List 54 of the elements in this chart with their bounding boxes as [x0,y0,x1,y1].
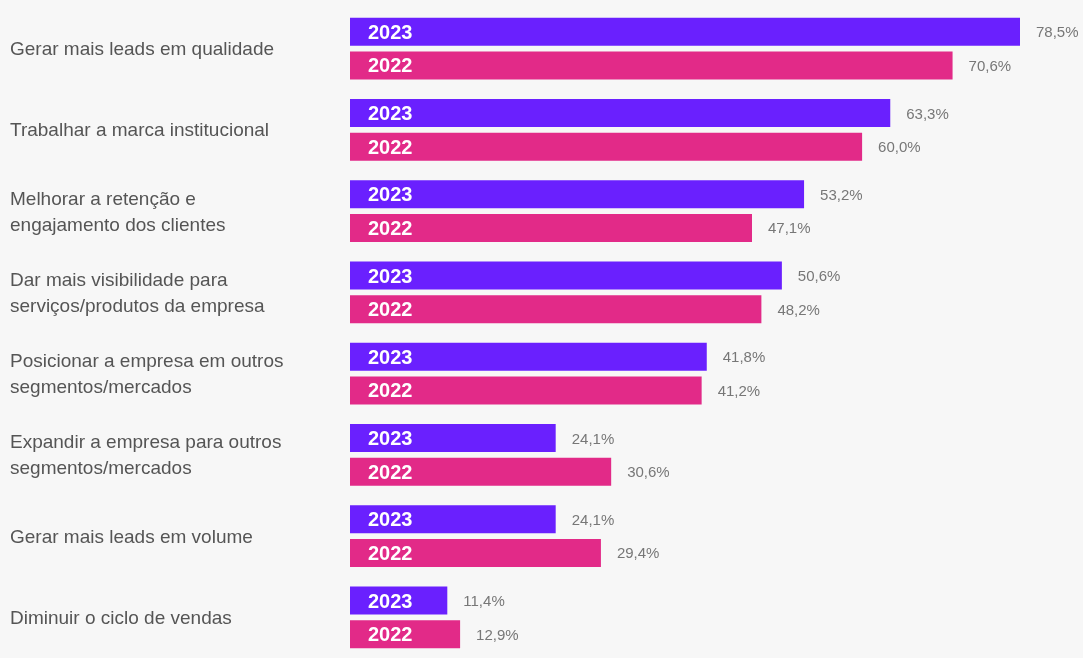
y-tick-label: Melhorar a retenção e engajamento dos clientes [10,187,226,235]
text: 2023 [368,102,413,125]
bar [350,132,863,161]
bar [350,213,752,242]
data-label: 41,2% [717,381,761,399]
data-label: 24,1% [571,510,615,528]
data-label: 48,2% [777,300,820,318]
y-tick-label: Posicionar a empresa em outros segmentos/mercados [10,350,289,398]
bar [350,505,556,534]
bar [350,424,556,453]
bar [350,457,612,486]
text: 2023 [368,20,413,43]
text: 2022 [368,379,413,402]
data-label: 29,4% [616,544,660,562]
bar [350,261,782,290]
data-label: 24,1% [571,429,615,447]
y-tick-label: Diminuir o ciclo de vendas [10,606,232,628]
bar [350,342,707,371]
text: 2023 [368,427,413,450]
text: 2022 [368,460,413,483]
series-label: 2022 [368,298,413,321]
y-tick-label: Gerar mais leads em volume [10,525,253,547]
data-label: 12,9% [476,625,519,643]
y-tick-label: Trabalhar a marca institucional [10,119,270,141]
bar [350,17,1020,46]
bar [350,180,805,209]
bar [350,295,762,324]
data-label: 78,5% [1036,23,1079,41]
data-label: 63,3% [906,104,949,122]
text: 2022 [368,135,413,158]
y-tick-label: Dar mais visibilidade para serviços/produtos da empresa [10,268,265,316]
y-tick-label: Gerar mais leads em qualidade [10,38,275,60]
text: 2022 [368,54,413,77]
data-label: 47,1% [768,219,811,237]
y-tick-label: Expandir a empresa para outros segmentos/mercados [10,431,287,479]
data-label: 30,6% [627,463,670,481]
data-label: 41,8% [722,348,766,366]
bar [350,99,891,128]
text: 2022 [368,623,413,646]
text: 2022 [368,216,413,239]
text: 2023 [368,589,413,612]
text: 2023 [368,345,413,368]
bar [350,538,601,567]
bar [350,376,702,405]
data-label: 53,2% [820,185,863,203]
data-label: 70,6% [968,56,1012,74]
text: 2023 [368,508,413,531]
text: 2022 [368,541,413,564]
bar [350,51,953,80]
data-label: 60,0% [878,138,921,156]
text: 2023 [368,264,413,287]
series-label: 2023 [368,183,413,206]
data-label: 11,4% [463,592,505,610]
data-label: 50,6% [797,267,841,285]
